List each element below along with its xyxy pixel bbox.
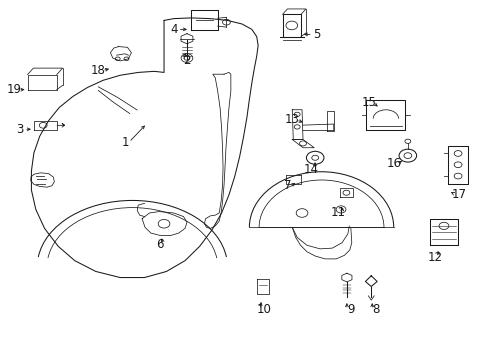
Text: 3: 3: [17, 123, 24, 136]
Circle shape: [39, 122, 47, 128]
Circle shape: [158, 220, 169, 228]
Circle shape: [311, 155, 318, 160]
Circle shape: [294, 125, 300, 129]
Text: 13: 13: [285, 113, 299, 126]
Circle shape: [124, 57, 129, 60]
Text: 5: 5: [312, 28, 320, 41]
Text: 12: 12: [427, 251, 442, 264]
Circle shape: [183, 56, 189, 60]
Text: 2: 2: [183, 54, 190, 67]
Text: 19: 19: [7, 83, 22, 96]
Text: 17: 17: [450, 188, 466, 201]
Circle shape: [294, 112, 300, 117]
Circle shape: [222, 19, 230, 25]
Circle shape: [306, 151, 324, 164]
Text: 10: 10: [256, 303, 271, 316]
Text: 11: 11: [330, 207, 345, 220]
Text: 7: 7: [283, 179, 290, 192]
Text: 15: 15: [361, 96, 376, 109]
Text: 1: 1: [121, 136, 128, 149]
Circle shape: [453, 173, 461, 179]
Text: 4: 4: [170, 23, 177, 36]
Circle shape: [403, 153, 411, 158]
Circle shape: [453, 150, 461, 156]
Circle shape: [296, 209, 307, 217]
Circle shape: [181, 54, 192, 62]
Text: 9: 9: [346, 303, 354, 316]
Text: 18: 18: [91, 64, 105, 77]
Circle shape: [398, 149, 416, 162]
Circle shape: [285, 21, 297, 30]
Text: 8: 8: [372, 303, 379, 316]
Text: 14: 14: [303, 163, 318, 176]
Circle shape: [404, 139, 410, 143]
Circle shape: [438, 222, 448, 229]
Circle shape: [335, 206, 345, 213]
Circle shape: [342, 190, 349, 195]
Circle shape: [299, 141, 306, 146]
Text: 16: 16: [386, 157, 400, 170]
Circle shape: [115, 57, 120, 60]
Circle shape: [453, 162, 461, 168]
Text: 6: 6: [156, 238, 163, 251]
